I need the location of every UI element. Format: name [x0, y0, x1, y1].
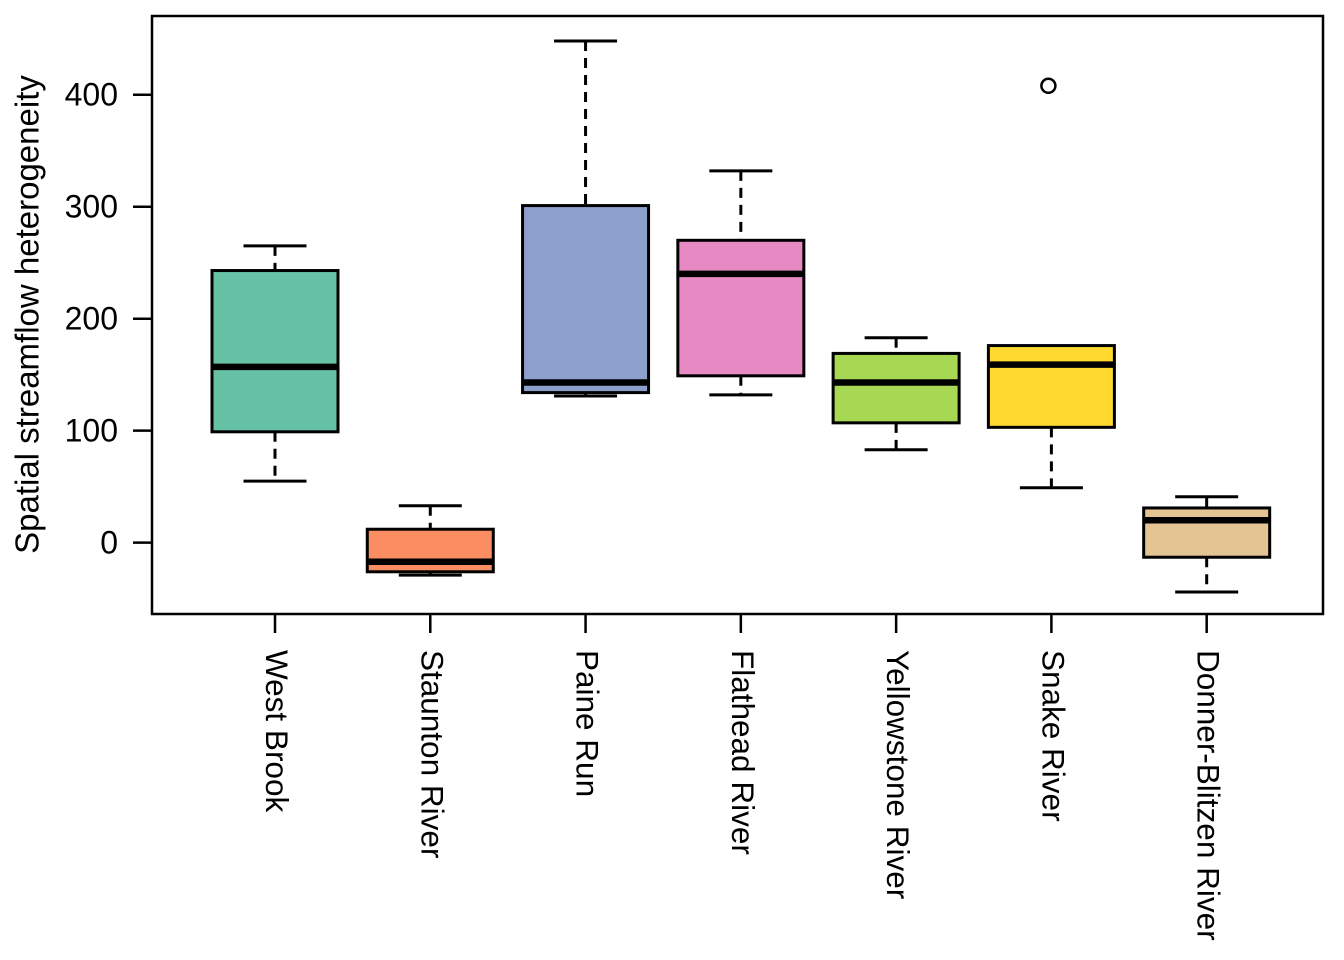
x-axis-label: Yellowstone River [880, 650, 916, 899]
x-axis-label: Flathead River [725, 650, 761, 855]
y-axis-tick-label: 100 [65, 413, 118, 449]
box-rect [521, 204, 651, 395]
y-axis-tick-label: 200 [65, 301, 118, 337]
x-axis-label: Staunton River [414, 650, 450, 858]
outlier-point [1040, 77, 1057, 95]
box-rect [1142, 506, 1272, 559]
plot-frame [150, 14, 1325, 616]
x-axis-label: Snake River [1035, 650, 1071, 822]
y-axis-tick-label: 0 [100, 525, 118, 561]
y-axis-tick-label: 400 [65, 77, 118, 113]
box-rect [986, 344, 1116, 429]
x-axis-label: West Brook [259, 650, 295, 812]
box-rect [365, 527, 495, 574]
box-rect [210, 269, 340, 434]
y-axis-tick-label: 300 [65, 189, 118, 225]
x-axis-label: Paine Run [570, 650, 606, 797]
x-axis-label: Donner-Blitzen River [1191, 650, 1227, 941]
box-rect [831, 351, 961, 425]
y-axis-title: Spatial streamflow heterogeneity [8, 75, 46, 554]
box-rect [676, 238, 806, 378]
